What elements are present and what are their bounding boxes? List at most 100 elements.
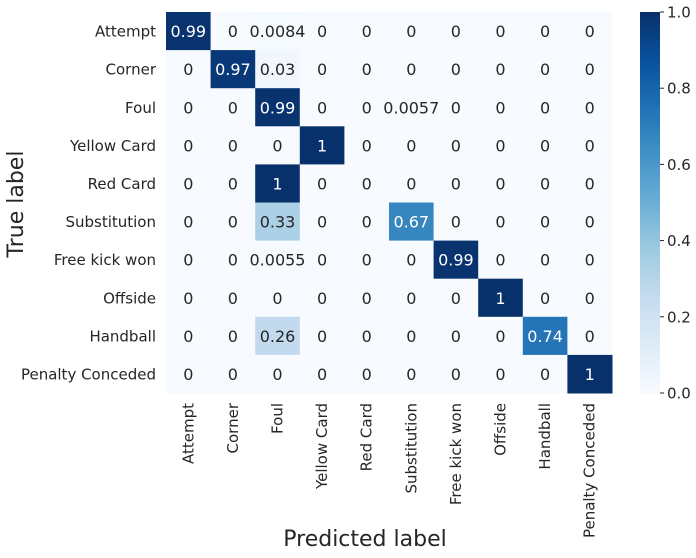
y-tick-label: Red Card (88, 175, 156, 193)
heatmap-cell (433, 278, 479, 318)
cell-value-label: 0 (406, 289, 416, 308)
heatmap-cell (255, 88, 301, 127)
cell-value-label: 0 (183, 98, 193, 117)
cell-value-label: 0 (451, 289, 461, 308)
cell-value-label: 0 (406, 174, 416, 193)
heatmap-cell (299, 12, 345, 51)
cell-value-label: 0.74 (527, 327, 563, 346)
heatmap-cell (210, 354, 256, 394)
cell-value-label: 0 (495, 213, 505, 232)
cell-value-label: 0.99 (438, 251, 474, 270)
heatmap-cell (433, 316, 479, 356)
cell-value-label: 0 (406, 136, 416, 155)
cell-value-label: 0 (362, 365, 372, 384)
heatmap-cell (166, 354, 212, 394)
heatmap-cell (210, 50, 256, 89)
heatmap-cell (567, 202, 613, 242)
cell-value-label: 0 (540, 174, 550, 193)
heatmap-cell (433, 50, 479, 89)
cell-value-label: 0 (362, 327, 372, 346)
cell-value-label: 0 (495, 174, 505, 193)
heatmap-cell (299, 354, 345, 394)
y-axis-label: True label (4, 151, 29, 259)
heatmap-cell (299, 164, 345, 203)
heatmap-cell (389, 164, 435, 203)
y-tick-label: Handball (89, 327, 156, 345)
y-tick-label: Attempt (95, 23, 156, 41)
heatmap-cell (344, 88, 390, 127)
heatmap-cell (210, 88, 256, 127)
heatmap-cell (389, 354, 435, 394)
colorbar-tick-label: 0.2 (667, 308, 691, 326)
heatmap-cell (299, 88, 345, 127)
heatmap-cell (166, 240, 212, 280)
colorbar-tick-label: 0.4 (667, 232, 691, 250)
x-tick-label: Penalty Conceded (581, 403, 599, 538)
cell-value-label: 0 (317, 251, 327, 270)
heatmap-cell (166, 164, 212, 203)
cell-value-label: 0 (406, 327, 416, 346)
y-tick-label: Yellow Card (69, 137, 156, 155)
heatmap-cell (567, 126, 613, 165)
cell-value-label: 0 (362, 251, 372, 270)
y-tick-labels: Attempt Corner Foul Yellow Card Red Card Subs… (21, 23, 157, 384)
heatmap-cell (210, 12, 256, 51)
heatmap-cell (522, 202, 568, 242)
cell-value-label: 0 (228, 213, 238, 232)
heatmap-cell (567, 50, 613, 89)
cell-value-label: 0 (540, 136, 550, 155)
heatmap-cell (478, 88, 524, 127)
cell-value-label: 1 (495, 289, 505, 308)
heatmap-cell (567, 316, 613, 356)
y-tick-label: Substitution (65, 213, 156, 231)
heatmap-cell (344, 316, 390, 356)
heatmap-cell (344, 164, 390, 203)
cell-value-label: 0 (585, 213, 595, 232)
cell-value-label: 0 (406, 251, 416, 270)
heatmap-cell (433, 164, 479, 203)
heatmap-cell (478, 240, 524, 280)
cell-value-label: 0.33 (260, 213, 296, 232)
cell-value-label: 0 (317, 98, 327, 117)
y-tick-label: Corner (106, 61, 157, 79)
cell-value-label: 0 (406, 22, 416, 41)
cell-value-label: 0 (272, 365, 282, 384)
heatmap-cell (344, 50, 390, 89)
heatmap-cell (567, 278, 613, 318)
heatmap-cell (255, 354, 301, 394)
cell-value-label: 0 (451, 60, 461, 79)
heatmap-cell (389, 316, 435, 356)
colorbar-tick-label: 0.0 (667, 385, 691, 403)
heatmap-cell-labels: 0.99 0 0.0084 0 0 0 0 0 0 0 0 0.97 0.03 0 0 0 0 0 0 0 0 0 0.99… (170, 22, 594, 384)
cell-value-label: 0 (228, 365, 238, 384)
x-tick-label: Handball (536, 403, 554, 470)
cell-value-label: 0.97 (215, 60, 251, 79)
y-tick-label: Offside (103, 289, 156, 307)
cell-value-label: 0.99 (170, 22, 206, 41)
heatmap-cell (567, 240, 613, 280)
cell-value-label: 0 (228, 289, 238, 308)
heatmap-cell (522, 240, 568, 280)
heatmap-cell (344, 278, 390, 318)
cell-value-label: 1 (585, 365, 595, 384)
cell-value-label: 0 (317, 327, 327, 346)
cell-value-label: 0 (585, 289, 595, 308)
y-tick-label: Penalty Conceded (21, 365, 156, 383)
heatmap-cell (344, 126, 390, 165)
heatmap-cell (210, 126, 256, 165)
cell-value-label: 0 (317, 365, 327, 384)
cell-value-label: 0.03 (260, 60, 296, 79)
heatmap-cell (478, 354, 524, 394)
x-tick-label: Yellow Card (313, 403, 331, 490)
heatmap-cell (299, 316, 345, 356)
y-tick-label: Free kick won (54, 251, 156, 269)
cell-value-label: 0 (317, 174, 327, 193)
cell-value-label: 0 (183, 60, 193, 79)
cell-value-label: 0 (585, 174, 595, 193)
colorbar-tick-label: 0.8 (667, 80, 691, 98)
cell-value-label: 0 (362, 289, 372, 308)
cell-value-label: 0 (406, 365, 416, 384)
heatmap-cell (255, 164, 301, 203)
heatmap-cell (344, 354, 390, 394)
heatmap-cell (166, 88, 212, 127)
